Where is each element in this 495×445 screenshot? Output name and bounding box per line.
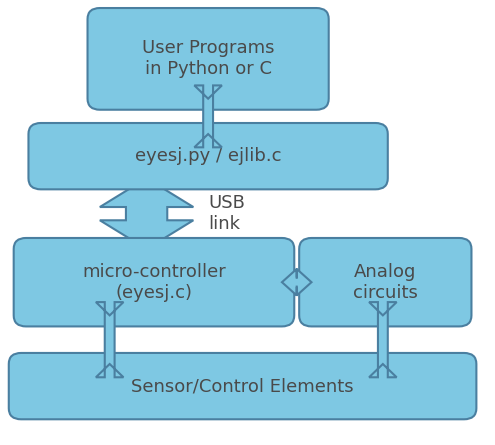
Polygon shape	[369, 302, 396, 377]
FancyBboxPatch shape	[28, 123, 388, 189]
Text: Analog
circuits: Analog circuits	[353, 263, 418, 302]
FancyBboxPatch shape	[88, 8, 329, 110]
Polygon shape	[195, 85, 222, 147]
FancyBboxPatch shape	[299, 238, 471, 327]
Text: eyesj.py / ejlib.c: eyesj.py / ejlib.c	[135, 147, 281, 165]
Polygon shape	[100, 178, 194, 249]
Text: Sensor/Control Elements: Sensor/Control Elements	[131, 377, 354, 395]
Polygon shape	[282, 269, 311, 295]
Polygon shape	[96, 302, 123, 377]
FancyBboxPatch shape	[14, 238, 294, 327]
Text: User Programs
in Python or C: User Programs in Python or C	[142, 40, 274, 78]
Text: micro-controller
(eyesj.c): micro-controller (eyesj.c)	[82, 263, 226, 302]
FancyBboxPatch shape	[9, 353, 476, 419]
Text: USB
link: USB link	[208, 194, 245, 233]
